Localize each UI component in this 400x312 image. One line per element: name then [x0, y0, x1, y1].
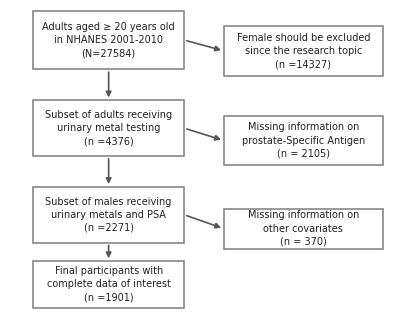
Text: Adults aged ≥ 20 years old
in NHANES 2001-2010
(N=27584): Adults aged ≥ 20 years old in NHANES 200… [42, 22, 175, 58]
FancyBboxPatch shape [224, 26, 383, 76]
FancyBboxPatch shape [33, 100, 184, 156]
Text: Missing information on
other covariates
(n = 370): Missing information on other covariates … [248, 211, 359, 247]
FancyBboxPatch shape [33, 261, 184, 308]
FancyBboxPatch shape [224, 116, 383, 165]
Text: Missing information on
prostate-Specific Antigen
(n = 2105): Missing information on prostate-Specific… [242, 122, 365, 159]
FancyBboxPatch shape [33, 187, 184, 243]
FancyBboxPatch shape [33, 11, 184, 69]
FancyBboxPatch shape [224, 208, 383, 249]
Text: Final participants with
complete data of interest
(n =1901): Final participants with complete data of… [47, 266, 170, 303]
Text: Subset of males receiving
urinary metals and PSA
(n =2271): Subset of males receiving urinary metals… [46, 197, 172, 233]
Text: Female should be excluded
since the research topic
(n =14327): Female should be excluded since the rese… [236, 33, 370, 69]
Text: Subset of adults receiving
urinary metal testing
(n =4376): Subset of adults receiving urinary metal… [45, 110, 172, 146]
